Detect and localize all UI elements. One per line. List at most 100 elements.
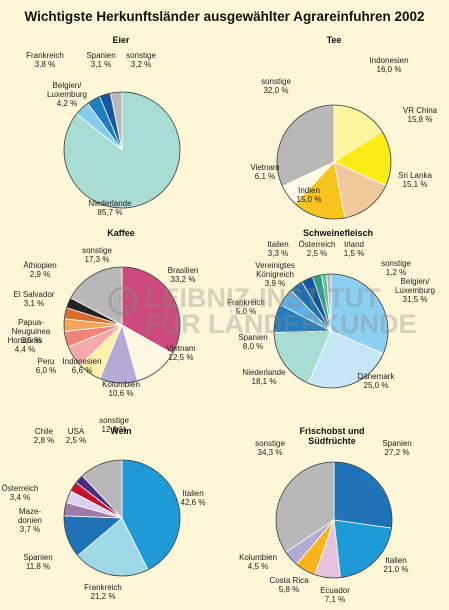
slice-label-brasilien: Brasilien 33,2 % [168,266,199,284]
slice-label-papua-neuguinea: Papua-Neuguinea 3,5 % [12,318,51,345]
slice-label-belgien-luxemburg: Belgien/Luxemburg 31,5 % [395,277,435,304]
slice-label-usa: USA 2,5 % [66,427,86,445]
slice-label-belgien-luxemburg: Belgien/Luxemburg 4,2 % [47,81,87,108]
chart-title: Frischobst und Südfrüchte [300,426,365,446]
slice-value: 3,8 % [35,60,55,69]
pie-outline [63,91,181,209]
slice-label-chile: Chile 2,8 % [34,427,54,445]
pie-chart-eier: Eier Niederlande 85,7 % Belgien/Luxemburg 4,… [26,35,181,217]
slice-value: 16,0 % [377,65,402,74]
slice-value: 7,1 % [325,595,345,604]
slice-value: 10,6 % [109,389,134,398]
slice-value: 12,5 % [169,353,194,362]
pie-chart-frischobst-und-südfrüchte: Frischobst und Südfrüchte Spanien 27,2 % Ita… [239,426,412,604]
slice-value: 8,0 % [243,342,263,351]
slice-value: 2,8 % [34,436,54,445]
pie-chart-kaffee: Kaffee Brasilien 33,2 % Vietnam 12,5 % Kolumb… [8,228,199,398]
slice-label-indien: Indien 15,0 % [297,186,322,204]
pie-chart-wein: Wein Italien 42,6 % Frankreich 21,2 % Spanien… [2,416,206,601]
slice-label-sonstige: sonstige 12,0 % [99,416,129,434]
slice-value: 3,4 % [10,493,30,502]
pie-chart-schweinefleisch: Schweinefleisch Belgien/Luxemburg 31,5 % Dä… [227,228,435,390]
slice-value: 18,1 % [252,377,277,386]
slice-label-sonstige: sonstige 17,3 % [82,246,112,264]
slice-label-ecuador: Ecuador 7,1 % [320,586,350,604]
slice-label-sonstige: sonstige 1,2 % [381,259,411,277]
slice-value: 42,6 % [181,498,206,507]
pie-outline [63,266,181,384]
chart-title: Wein [110,426,131,436]
slice-label-mazedonien: Maze-donien 3,7 % [18,507,42,534]
slice-label-österreich: Österreich 3,4 % [2,484,39,502]
slice-value: 2,9 % [30,270,50,279]
slice-value: 5,8 % [279,585,299,594]
slice-label-frankreich: Frankreich 5,0 % [227,298,265,316]
slice-label-sri-lanka: Sri Lanka 15,1 % [398,171,432,189]
slice-label-spanien: Spanien 11,8 % [23,553,52,571]
slice-value: 5,0 % [236,307,256,316]
slice-value: 3,1 % [91,60,111,69]
slice-label-sonstige: sonstige 3,2 % [126,51,156,69]
page-title: Wichtigste Herkunftsländer ausgewählter … [25,9,425,24]
slice-label-kolumbien: Kolumbien 10,6 % [102,380,140,398]
slice-value: 15,1 % [403,180,428,189]
slice-label-dänemark: Dänemark 25,0 % [358,372,396,390]
slice-label-äthiopien: Äthiopien 2,9 % [23,261,56,279]
slice-value: 33,2 % [171,275,196,284]
slice-value: 15,8 % [408,115,433,124]
chart-title: Tee [327,35,342,45]
slice-label-indonesien: Indonesien 6,6 % [62,357,101,375]
slice-value: 3,2 % [131,60,151,69]
slice-label-niederlande: Niederlande 18,1 % [242,368,286,386]
slice-label-italien: Italien 3,3 % [267,240,288,258]
slice-value: 4,4 % [15,345,35,354]
slice-value: 34,3 % [258,448,283,457]
pie-slice-spanien [333,461,393,529]
slice-label-indonesien: Indonesien 16,0 % [369,56,408,74]
chart-title: Kaffee [107,228,135,238]
slice-label-österreich: Österreich 2,5 % [299,240,336,258]
slice-label-frankreich: Frankreich 21,2 % [84,583,122,601]
slice-value: 3,1 % [24,299,44,308]
slice-value: 15,0 % [297,195,322,204]
slice-value: 3,5 % [21,336,41,345]
slice-value: 85,7 % [98,208,123,217]
slice-value: 1,5 % [344,249,364,258]
slice-label-honduras: Honduras 4,4 % [8,336,43,354]
pie-outline [63,459,181,577]
slice-label-italien: Italien 21,0 % [384,556,409,574]
slice-label-kolumbien: Kolumbien 4,5 % [239,553,277,571]
slice-label-sonstige: sonstige 34,3 % [255,439,285,457]
slice-value: 4,2 % [57,99,77,108]
slice-label-el-salvador: El Salvador 3,1 % [14,290,55,308]
watermark-symbol: © [113,287,132,317]
charts-group: Eier Niederlande 85,7 % Belgien/Luxemburg 4,… [2,35,438,604]
slice-label-spanien: Spanien 27,2 % [382,439,411,457]
slice-value: 17,3 % [85,255,110,264]
slice-label-vietnam: Vietnam 12,5 % [166,344,196,362]
slice-value: 2,5 % [66,436,86,445]
slice-value: 12,0 % [102,425,127,434]
chart-title: Eier [112,35,130,45]
slice-value: 4,5 % [248,562,268,571]
slice-value: 27,2 % [385,448,410,457]
slice-label-irland: Irland 1,5 % [344,240,364,258]
slice-value: 11,8 % [26,562,50,571]
slice-value: 31,5 % [403,295,428,304]
slice-value: 21,2 % [91,592,116,601]
slice-label-italien: Italien 42,6 % [181,489,206,507]
slice-value: 1,2 % [386,268,406,277]
pie-outline [276,104,392,220]
slice-label-peru: Peru 6,0 % [36,357,56,375]
slice-value: 21,0 % [384,565,409,574]
slice-label-costa-rica: Costa Rica 5,8 % [269,576,309,594]
slice-label-vietnam: Vietnam 6,1 % [250,163,280,181]
slice-label-niederlande: Niederlande 85,7 % [88,199,132,217]
pie-outline [275,461,393,579]
pie-outline [273,273,389,389]
slice-value: 6,1 % [255,172,275,181]
watermark-line-2: FÜR LÄNDERKUNDE [145,309,417,339]
slice-value: 3,9 % [265,279,285,288]
watermark-line-1: LEIBNIZ-INSTITUT [145,283,381,313]
